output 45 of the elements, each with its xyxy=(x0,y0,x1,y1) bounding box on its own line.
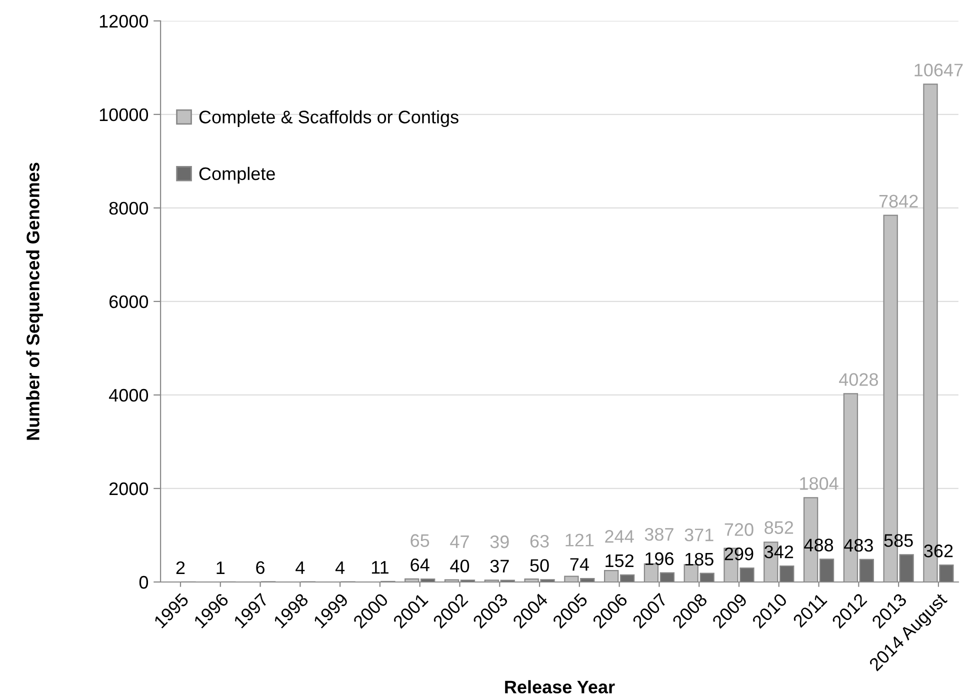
data-label: 4 xyxy=(296,561,305,574)
data-label: 342 xyxy=(764,545,794,558)
data-label: 387 xyxy=(644,528,674,541)
data-label: 488 xyxy=(804,538,834,552)
data-label: 362 xyxy=(924,544,953,558)
data-label: 7842 xyxy=(879,194,918,208)
data-label: 852 xyxy=(764,521,794,534)
legend-label: Complete & Scaffolds or Contigs xyxy=(199,110,458,128)
y-tick-label: 4000 xyxy=(108,388,148,402)
x-axis-title: Release Year xyxy=(505,680,615,694)
data-label: 121 xyxy=(566,534,594,546)
data-label: 39 xyxy=(490,535,509,548)
y-tick-label: 6000 xyxy=(109,295,148,308)
y-tick-label: 12000 xyxy=(100,14,148,28)
data-label: 4 xyxy=(335,561,345,574)
data-label: 50 xyxy=(530,559,549,572)
data-label: 1804 xyxy=(800,477,838,490)
data-label: 63 xyxy=(530,534,549,548)
data-label: 1 xyxy=(216,562,225,574)
data-label: 64 xyxy=(410,558,430,572)
data-label: 40 xyxy=(450,560,470,572)
data-label: 585 xyxy=(884,534,913,547)
y-tick-label: 2000 xyxy=(109,482,148,496)
data-label: 74 xyxy=(570,558,589,571)
y-tick-label: 10000 xyxy=(100,108,148,122)
y-tick-label: 8000 xyxy=(109,202,148,215)
y-axis-title: Number of Sequenced Genomes xyxy=(26,162,43,440)
data-label: 10647 xyxy=(914,64,963,76)
data-label: 2 xyxy=(176,561,185,574)
data-label: 47 xyxy=(450,535,469,548)
data-label: 244 xyxy=(605,530,634,543)
data-label: 65 xyxy=(410,534,430,547)
data-label: 185 xyxy=(685,552,714,566)
data-label: 6 xyxy=(256,561,265,574)
data-label: 299 xyxy=(724,547,754,560)
data-label: 483 xyxy=(844,538,873,552)
data-label: 196 xyxy=(646,552,674,566)
data-label: 371 xyxy=(684,528,714,542)
data-label: 37 xyxy=(490,560,509,573)
data-label: 152 xyxy=(606,554,634,568)
data-label: 11 xyxy=(372,561,388,574)
data-label: 4028 xyxy=(839,373,878,386)
data-label: 720 xyxy=(724,523,754,536)
y-tick-label: 0 xyxy=(139,576,148,589)
legend-label: Complete xyxy=(199,166,275,184)
